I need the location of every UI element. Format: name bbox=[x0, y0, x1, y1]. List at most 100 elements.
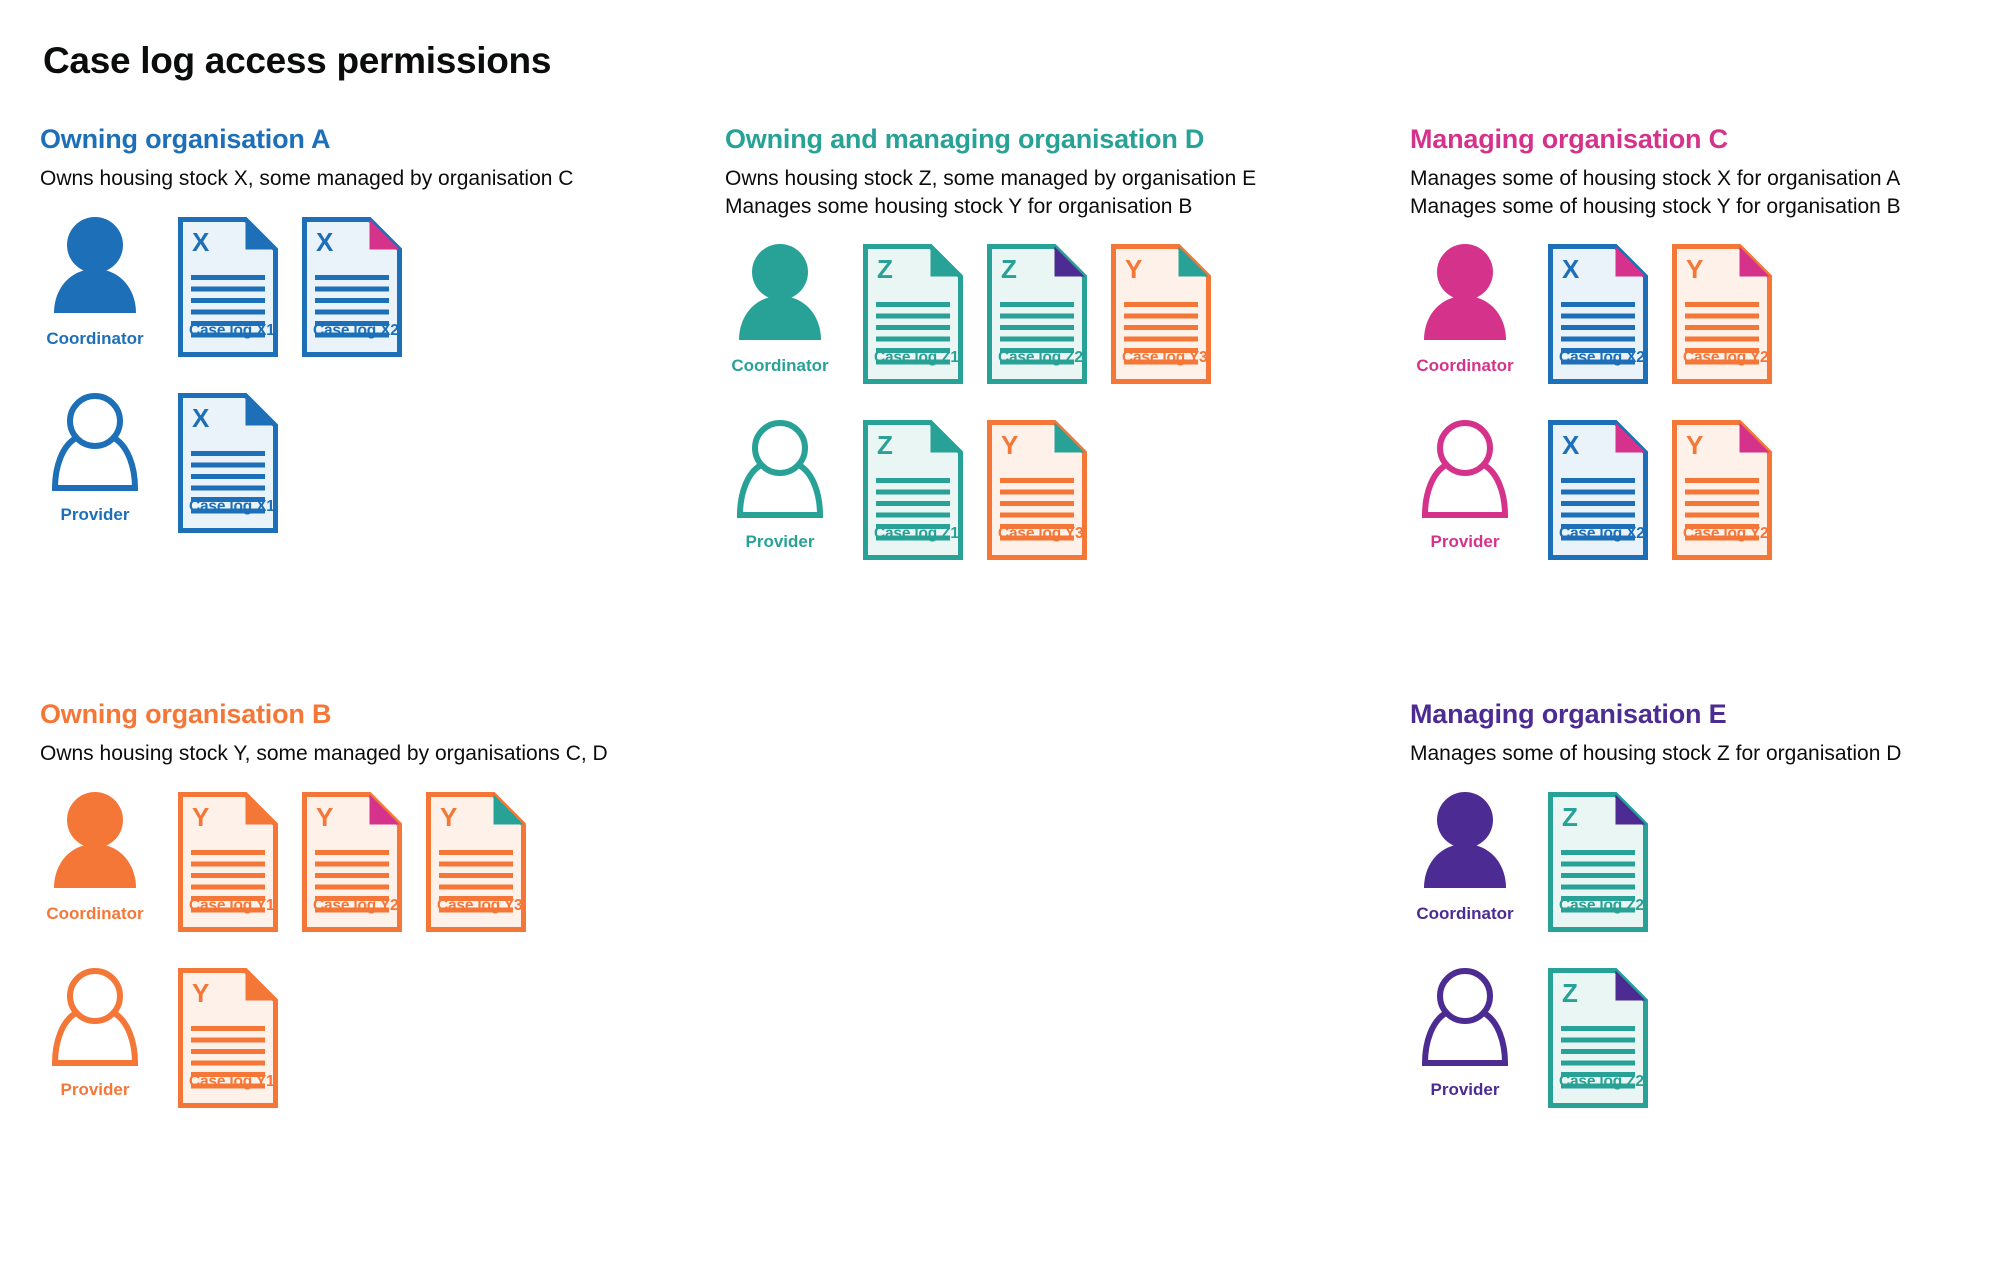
case-log-document-icon[interactable]: X Case log X1 bbox=[178, 216, 286, 357]
housing-stock-letter: Z bbox=[1001, 254, 1017, 285]
case-log-document-icon[interactable]: X Case log X1 bbox=[178, 392, 286, 533]
person-role-label: Provider bbox=[1430, 532, 1500, 552]
role-row-coordinator: Coordinator Y Case log Y1 Y Case log Y2 Y Case… bbox=[40, 791, 608, 932]
person-icon-coordinator: Coordinator bbox=[1410, 791, 1520, 924]
role-rows: Coordinator X Case log X1 X Case log X2 Provi… bbox=[40, 216, 573, 533]
case-log-document-icon[interactable]: Y Case log Y2 bbox=[1672, 420, 1780, 561]
housing-stock-letter: X bbox=[1562, 254, 1580, 285]
org-panel-title: Owning and managing organisation D bbox=[725, 124, 1205, 154]
housing-stock-letter: Y bbox=[316, 801, 334, 832]
housing-stock-letter: Y bbox=[192, 801, 210, 832]
housing-stock-letter: Y bbox=[1125, 254, 1143, 285]
org-panel-description-line: Owns housing stock Z, some managed by or… bbox=[725, 167, 1257, 190]
housing-stock-letter: X bbox=[192, 402, 210, 433]
role-row-coordinator: Coordinator X Case log X2 Y Case log Y2 bbox=[1410, 244, 1901, 385]
role-rows: Coordinator Y Case log Y1 Y Case log Y2 Y Case… bbox=[40, 791, 608, 1108]
org-panel-description-line: Owns housing stock X, some managed by or… bbox=[40, 167, 574, 190]
housing-stock-letter: Z bbox=[1562, 977, 1578, 1008]
housing-stock-letter: Y bbox=[1686, 430, 1704, 461]
case-log-label: Case log Z1 bbox=[874, 525, 959, 543]
case-log-list: Z Case log Z2 bbox=[1548, 967, 1656, 1108]
housing-stock-letter: Y bbox=[192, 977, 210, 1008]
case-log-list: Y Case log Y1 bbox=[178, 967, 286, 1108]
case-log-document-icon[interactable]: Y Case log Y3 bbox=[426, 791, 534, 932]
case-log-label: Case log X2 bbox=[1559, 525, 1645, 543]
case-log-label: Case log Z2 bbox=[1559, 1072, 1644, 1090]
org-panel-description: Manages some of housing stock X for orga… bbox=[1410, 165, 1901, 220]
role-row-provider: Provider Y Case log Y1 bbox=[40, 967, 608, 1108]
case-log-label: Case log Z2 bbox=[998, 349, 1083, 367]
case-log-label: Case log Y2 bbox=[313, 896, 399, 914]
case-log-label: Case log Y2 bbox=[1683, 525, 1769, 543]
case-log-document-icon[interactable]: Z Case log Z2 bbox=[1548, 967, 1656, 1108]
case-log-document-icon[interactable]: Y Case log Y1 bbox=[178, 967, 286, 1108]
org-panel-org-c: Managing organisation C Manages some of h… bbox=[1410, 124, 1901, 596]
org-panel-description: Owns housing stock Z, some managed by or… bbox=[725, 165, 1256, 220]
case-log-label: Case log Y1 bbox=[189, 1072, 275, 1090]
person-role-label: Provider bbox=[60, 1079, 130, 1099]
case-log-label: Case log X2 bbox=[1559, 349, 1645, 367]
org-panel-title: Owning organisation A bbox=[40, 124, 331, 154]
case-log-label: Case log X2 bbox=[313, 321, 399, 339]
person-role-label: Provider bbox=[1430, 1079, 1500, 1099]
person-icon-provider: Provider bbox=[40, 392, 150, 525]
org-panel-description: Owns housing stock X, some managed by or… bbox=[40, 165, 573, 193]
page-title: Case log access permissions bbox=[43, 40, 552, 81]
role-rows: Coordinator Z Case log Z1 Z Case log Z2 Y Case… bbox=[725, 244, 1256, 561]
case-log-label: Case log X1 bbox=[189, 321, 275, 339]
case-log-label: Case log Y2 bbox=[1683, 349, 1769, 367]
org-panel-title: Managing organisation C bbox=[1410, 124, 1728, 154]
case-log-label: Case log Y1 bbox=[189, 896, 275, 914]
role-rows: Coordinator Z Case log Z2 Provider Z Case log… bbox=[1410, 791, 1901, 1108]
case-log-list: Z Case log Z1 Z Case log Z2 Y Case log Y3 bbox=[863, 244, 1219, 385]
housing-stock-letter: Y bbox=[1686, 254, 1704, 285]
case-log-document-icon[interactable]: Y Case log Y2 bbox=[1672, 244, 1780, 385]
role-row-coordinator: Coordinator X Case log X1 X Case log X2 bbox=[40, 216, 573, 357]
case-log-document-icon[interactable]: Y Case log Y3 bbox=[987, 420, 1095, 561]
org-panel-org-d: Owning and managing organisation D Owns h… bbox=[725, 124, 1256, 596]
case-log-label: Case log Y3 bbox=[1122, 349, 1208, 367]
role-row-provider: Provider Z Case log Z1 Y Case log Y3 bbox=[725, 420, 1256, 561]
org-panel-description-line: Manages some of housing stock Z for orga… bbox=[1410, 742, 1902, 765]
case-log-document-icon[interactable]: Y Case log Y3 bbox=[1111, 244, 1219, 385]
org-panel-description: Manages some of housing stock Z for orga… bbox=[1410, 740, 1901, 768]
case-log-label: Case log Y3 bbox=[998, 525, 1084, 543]
person-icon-coordinator: Coordinator bbox=[40, 216, 150, 349]
case-log-document-icon[interactable]: Y Case log Y2 bbox=[302, 791, 410, 932]
person-icon-provider: Provider bbox=[1410, 420, 1520, 552]
case-log-document-icon[interactable]: Z Case log Z1 bbox=[863, 420, 971, 561]
role-row-provider: Provider X Case log X1 bbox=[40, 392, 573, 533]
case-log-document-icon[interactable]: Y Case log Y1 bbox=[178, 791, 286, 932]
person-role-label: Coordinator bbox=[731, 356, 829, 376]
person-icon-coordinator: Coordinator bbox=[725, 244, 835, 376]
case-log-document-icon[interactable]: Z Case log Z1 bbox=[863, 244, 971, 385]
org-panel-description: Owns housing stock Y, some managed by or… bbox=[40, 740, 608, 768]
org-panel-org-a: Owning organisation A Owns housing stock … bbox=[40, 124, 573, 569]
case-log-document-icon[interactable]: X Case log X2 bbox=[1548, 244, 1656, 385]
org-panel-description-line: Manages some of housing stock Y for orga… bbox=[1410, 194, 1901, 218]
role-row-provider: Provider X Case log X2 Y Case log Y2 bbox=[1410, 420, 1901, 561]
case-log-list: X Case log X1 bbox=[178, 392, 286, 533]
housing-stock-letter: Z bbox=[1562, 801, 1578, 832]
case-log-list: X Case log X1 X Case log X2 bbox=[178, 216, 410, 357]
org-panel-title: Managing organisation E bbox=[1410, 699, 1727, 729]
case-log-document-icon[interactable]: X Case log X2 bbox=[1548, 420, 1656, 561]
case-log-list: Y Case log Y1 Y Case log Y2 Y Case log Y3 bbox=[178, 791, 534, 932]
person-role-label: Coordinator bbox=[1416, 903, 1514, 923]
case-log-list: X Case log X2 Y Case log Y2 bbox=[1548, 420, 1780, 561]
case-log-document-icon[interactable]: Z Case log Z2 bbox=[1548, 791, 1656, 932]
person-role-label: Provider bbox=[745, 532, 815, 552]
housing-stock-letter: Z bbox=[877, 254, 893, 285]
person-icon-provider: Provider bbox=[40, 967, 150, 1100]
case-log-document-icon[interactable]: Z Case log Z2 bbox=[987, 244, 1095, 385]
case-log-document-icon[interactable]: X Case log X2 bbox=[302, 216, 410, 357]
org-panel-description-line: Manages some of housing stock X for orga… bbox=[1410, 167, 1901, 190]
role-row-coordinator: Coordinator Z Case log Z1 Z Case log Z2 Y Case… bbox=[725, 244, 1256, 385]
housing-stock-letter: X bbox=[1562, 430, 1580, 461]
housing-stock-letter: Z bbox=[877, 430, 893, 461]
person-role-label: Coordinator bbox=[1416, 356, 1514, 376]
org-panel-description-line: Manages some housing stock Y for organis… bbox=[725, 194, 1193, 218]
housing-stock-letter: Y bbox=[440, 801, 458, 832]
person-role-label: Coordinator bbox=[46, 328, 144, 348]
